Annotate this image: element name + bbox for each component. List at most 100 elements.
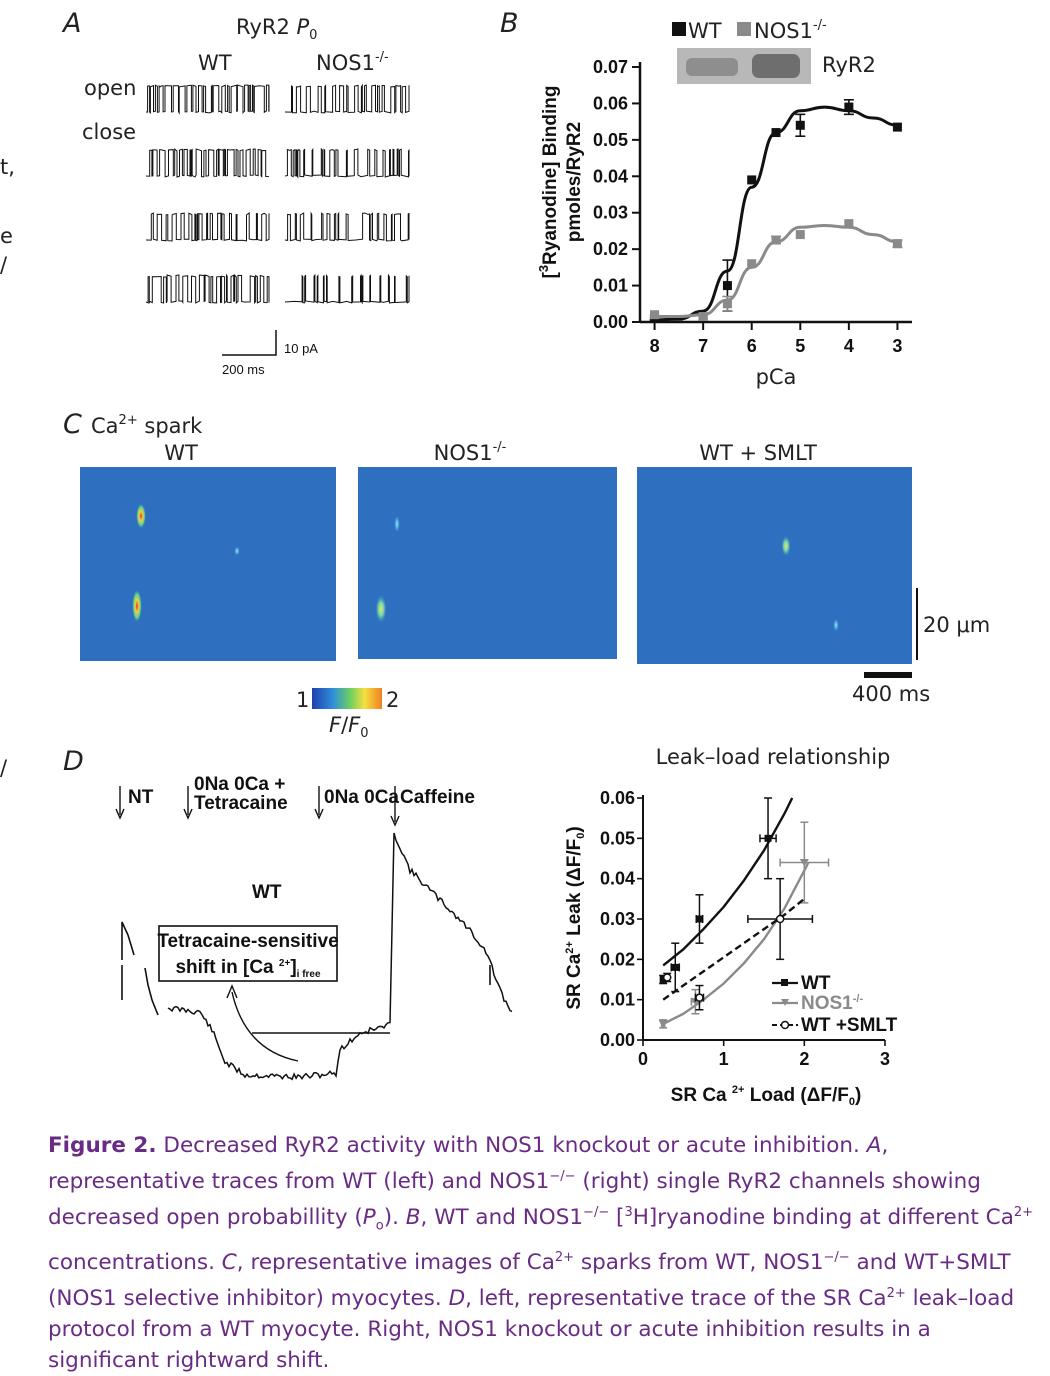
legend-d-ko: NOS1-/- xyxy=(801,993,863,1014)
scale-time-c: 400 ms xyxy=(852,682,930,706)
data-point xyxy=(671,963,679,971)
image-title-smlt: WT + SMLT xyxy=(699,441,817,465)
binding-chart: 0.00 0.01 0.02 0.03 0.04 0.05 0.06 0.07 8 7 6 5 4 3 xyxy=(593,57,912,356)
y-tick-label: 0.03 xyxy=(593,203,628,223)
data-point xyxy=(892,122,902,132)
colorbar-max: 2 xyxy=(386,688,399,712)
label-caffeine: Caffeine xyxy=(400,787,475,808)
spark-image-smlt xyxy=(637,467,912,664)
caption-sub: o xyxy=(375,1218,384,1234)
panel-b-ylabel-2: pmoles/RyR2 xyxy=(564,122,585,242)
annotation-line-1: Tetracaine-sensitive xyxy=(157,931,338,952)
fit-curve-0 xyxy=(662,797,794,967)
x-tick-label: 4 xyxy=(844,336,854,356)
caption-ref-b: B xyxy=(405,1205,421,1231)
caption-sup: 2+ xyxy=(886,1285,906,1301)
figure-caption: Figure 2. Decreased RyR2 activity with N… xyxy=(48,1130,1038,1376)
panel-a-letter: A xyxy=(61,8,81,39)
data-point xyxy=(695,993,704,1002)
caption-text: sparks from WT, NOS1 xyxy=(574,1249,824,1275)
leak-load-xlabel: SR Ca 2+ Load (ΔF/F0) xyxy=(671,1084,862,1108)
data-point xyxy=(764,834,772,842)
caption-sup: −/− xyxy=(549,1169,576,1184)
data-point xyxy=(650,310,660,320)
x-tick-label: 6 xyxy=(747,336,757,356)
y-tick-label: 0.03 xyxy=(600,909,635,929)
spark-image-ko xyxy=(358,467,617,659)
colorbar-label: F/F0 xyxy=(329,713,369,741)
legend-wt: WT xyxy=(688,19,722,43)
y-tick-label: 0.07 xyxy=(593,57,628,77)
caption-ref-d: D xyxy=(448,1285,466,1311)
leak-load-chart: 0.00 0.01 0.02 0.03 0.04 0.05 0.06 0 1 2 3 xyxy=(600,788,890,1069)
panel-b-letter: B xyxy=(500,8,519,39)
spark xyxy=(234,546,240,556)
y-tick-label: 0.01 xyxy=(593,276,628,296)
x-tick-label: 1 xyxy=(719,1049,729,1069)
scale-current: 10 pA xyxy=(284,341,318,356)
caption-sup: −/− xyxy=(823,1249,850,1265)
y-tick-label: 0.00 xyxy=(600,1030,635,1050)
label-0na: 0Na 0Ca xyxy=(324,787,399,808)
legend-d-wt: WT xyxy=(801,973,831,994)
x-tick-label: 5 xyxy=(795,336,805,356)
caption-text: [ xyxy=(609,1205,625,1231)
x-tick-label: 8 xyxy=(650,336,660,356)
channel-trace xyxy=(145,273,270,305)
caption-text: Decreased RyR2 activity with NOS1 knocko… xyxy=(156,1133,867,1158)
arrow-head xyxy=(226,984,238,999)
figure-panels: t, e / / A RyR2 P0 WT NOS1-/- open close… xyxy=(0,8,990,1108)
margin-fragment: t, xyxy=(0,155,15,179)
leak-load-legend: WT NOS1-/- WT +SMLT xyxy=(772,973,898,1036)
legend-ko: NOS1-/- xyxy=(754,18,827,43)
caption-text: and WT+SMLT (NOS1 selective inhibitor) m… xyxy=(48,1249,1011,1311)
spark xyxy=(136,503,146,529)
y-tick-label: 0.02 xyxy=(593,239,628,259)
margin-fragment: / xyxy=(0,756,8,780)
x-tick-label: 3 xyxy=(892,336,902,356)
trace-segment xyxy=(121,921,135,960)
label-close: close xyxy=(82,120,136,144)
panel-b: B WT NOS1-/- RyR2 [3Ryanodine] Binding p… xyxy=(500,8,912,389)
legend-wt-swatch xyxy=(672,22,686,36)
x-tick-label: 0 xyxy=(638,1049,648,1069)
colorbar-min: 1 xyxy=(296,688,309,712)
y-tick-label: 0.05 xyxy=(593,130,628,150)
legend-ko-swatch xyxy=(737,22,751,36)
panel-c: C Ca2+ spark WT NOS1-/- WT + SMLT 20 μm … xyxy=(63,409,990,741)
spark xyxy=(394,515,400,533)
trace-wt-label: WT xyxy=(252,882,282,903)
data-point xyxy=(771,128,781,138)
panel-b-ylabel: [3Ryanodine] Binding xyxy=(536,86,561,279)
caption-text: , representative images of Ca xyxy=(236,1249,555,1275)
colorbar xyxy=(312,688,382,709)
panel-a-title: RyR2 P0 xyxy=(236,15,317,43)
annotation-box xyxy=(158,925,338,982)
x-tick-label: 2 xyxy=(799,1049,809,1069)
caption-sup: 2+ xyxy=(1013,1205,1034,1221)
y-tick-label: 0.05 xyxy=(600,828,635,848)
data-point xyxy=(747,175,757,185)
image-title-wt: WT xyxy=(164,441,198,465)
leak-load-ylabel: SR Ca2+ Leak (ΔF/F0) xyxy=(564,826,587,1009)
scale-space: 20 μm xyxy=(923,613,990,637)
label-tet-1: 0Na 0Ca + xyxy=(194,774,285,795)
panel-b-xlabel: pCa xyxy=(756,365,797,389)
channel-trace xyxy=(145,148,270,178)
channel-traces xyxy=(145,83,410,305)
caption-ref-c: C xyxy=(221,1249,237,1275)
data-point xyxy=(722,281,732,291)
leak-load-title: Leak–load relationship xyxy=(656,745,891,769)
label-open: open xyxy=(84,76,136,100)
data-point xyxy=(662,973,672,982)
y-tick-label: 0.04 xyxy=(600,869,635,889)
scale-bar-a xyxy=(222,330,277,356)
data-point xyxy=(844,102,854,112)
blot-band-ko xyxy=(752,54,800,78)
spark xyxy=(132,589,142,623)
y-tick-label: 0.04 xyxy=(593,166,628,186)
spark-image-wt xyxy=(80,467,336,661)
channel-trace xyxy=(145,84,270,115)
caption-text: (right) single RyR2 channels showing dec… xyxy=(48,1169,981,1231)
caption-ref-a: A xyxy=(866,1133,882,1158)
